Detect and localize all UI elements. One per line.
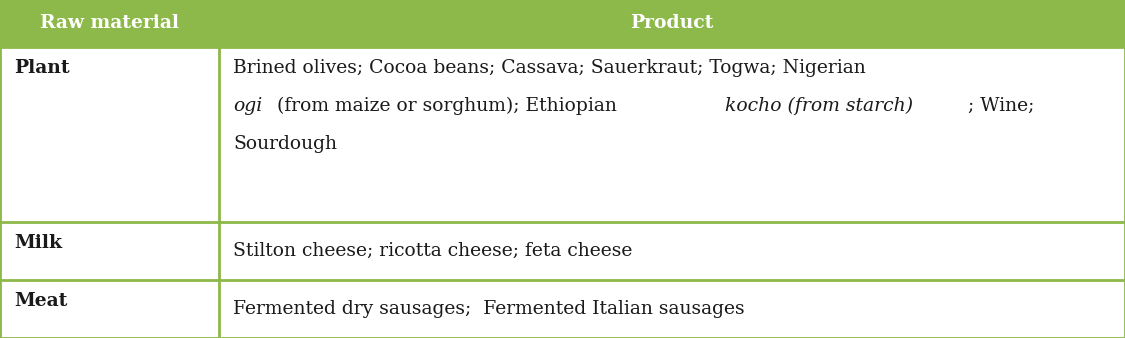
Bar: [0, 47, 1125, 222]
Text: Product: Product: [630, 15, 714, 32]
Bar: [219, 0, 1125, 47]
Text: Meat: Meat: [14, 292, 68, 310]
Text: (from maize or sorghum); Ethiopian: (from maize or sorghum); Ethiopian: [271, 97, 623, 115]
Text: Raw material: Raw material: [40, 15, 179, 32]
Bar: [0, 0, 219, 47]
Text: Plant: Plant: [14, 59, 70, 77]
Bar: [0, 222, 1125, 280]
Text: Sourdough: Sourdough: [233, 135, 338, 153]
Text: Fermented dry sausages;  Fermented Italian sausages: Fermented dry sausages; Fermented Italia…: [233, 300, 745, 318]
Bar: [0, 280, 1125, 338]
Text: Brined olives; Cocoa beans; Cassava; Sauerkraut; Togwa; Nigerian: Brined olives; Cocoa beans; Cassava; Sau…: [233, 59, 866, 77]
Text: ; Wine;: ; Wine;: [968, 97, 1034, 115]
Text: Milk: Milk: [14, 234, 62, 252]
Text: ogi: ogi: [233, 97, 262, 115]
Text: Stilton cheese; ricotta cheese; feta cheese: Stilton cheese; ricotta cheese; feta che…: [233, 242, 632, 260]
Text: kocho (from starch): kocho (from starch): [726, 97, 914, 115]
